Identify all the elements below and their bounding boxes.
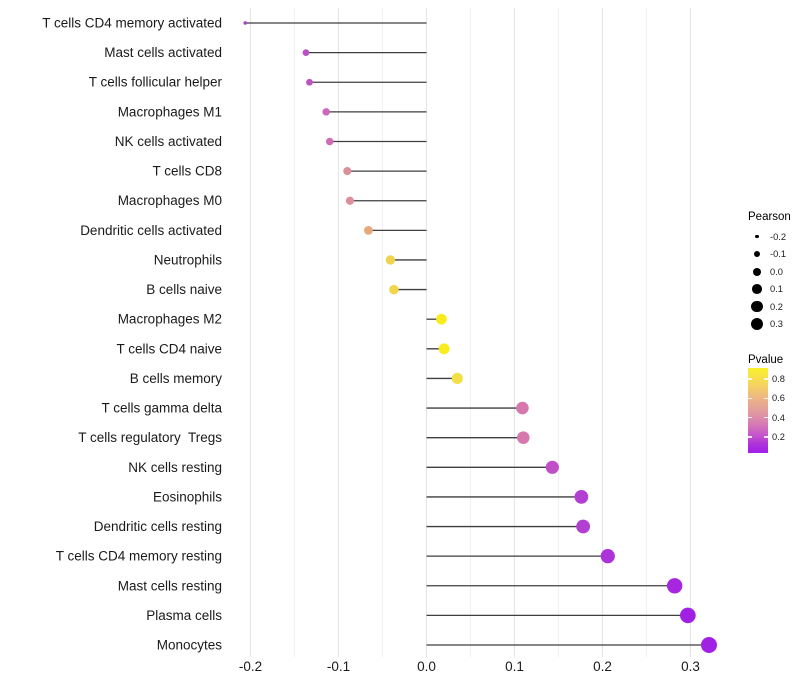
pearson-legend-entry: -0.2	[746, 228, 786, 246]
lollipop-dot	[574, 490, 589, 504]
lollipop-dot	[576, 519, 591, 534]
lollipop-dot	[306, 78, 313, 86]
pearson-legend-title: Pearson	[748, 211, 791, 223]
lollipop-dot	[700, 637, 717, 654]
lollipop-dot	[302, 49, 310, 56]
pvalue-gradient-tick	[748, 416, 752, 419]
y-axis-label: T cells CD4 naive	[116, 341, 222, 356]
lollipop-dot	[364, 225, 373, 235]
y-axis-label: Mast cells activated	[104, 45, 222, 60]
lollipop-dot	[666, 578, 683, 594]
lollipop-dot	[322, 108, 330, 116]
lollipop-dot	[600, 549, 615, 564]
y-axis-label: T cells follicular helper	[89, 75, 223, 90]
lollipop-dot	[516, 401, 529, 415]
x-axis-tick-label: 0.2	[593, 659, 612, 674]
pearson-legend-dot	[752, 284, 762, 294]
pearson-legend-label: 0.0	[770, 266, 783, 277]
pearson-legend-entry: -0.1	[746, 245, 786, 263]
pvalue-legend-title: Pvalue	[748, 354, 784, 366]
pearson-legend-label: 0.1	[770, 284, 783, 295]
pvalue-gradient-tick	[764, 416, 768, 419]
y-axis-label: Dendritic cells resting	[94, 519, 222, 534]
pvalue-gradient-tick	[764, 378, 768, 380]
y-axis-label: T cells gamma delta	[101, 401, 222, 416]
y-axis-label: Mast cells resting	[118, 578, 222, 593]
lollipop-dot	[517, 431, 530, 444]
pvalue-legend-label: 0.2	[772, 432, 785, 443]
pearson-legend-entry: 0.0	[746, 263, 783, 281]
y-axis-label: Eosinophils	[153, 489, 222, 504]
pearson-legend-dot	[752, 267, 762, 276]
lollipop-dot	[345, 196, 355, 205]
y-axis-label: T cells regulatory Tregs	[78, 430, 222, 445]
lollipop-dot	[438, 343, 450, 355]
y-axis-label: Dendritic cells activated	[80, 223, 222, 238]
y-axis-label: Monocytes	[157, 638, 223, 653]
lollipop-dot	[545, 460, 559, 474]
y-axis-label: NK cells resting	[128, 460, 222, 475]
lollipop-dot	[243, 21, 247, 25]
y-axis-label: Neutrophils	[154, 252, 223, 267]
y-axis-label: Macrophages M1	[118, 104, 222, 119]
pvalue-gradient-tick	[748, 397, 752, 400]
pearson-legend-entry: 0.1	[746, 280, 783, 298]
lollipop-dot	[343, 167, 352, 176]
x-axis-tick-label: 0.3	[681, 659, 700, 674]
pvalue-gradient-tick	[764, 436, 768, 438]
y-axis-label: Macrophages M0	[118, 193, 222, 208]
pvalue-legend-label: 0.4	[772, 412, 785, 423]
pearson-legend-label: 0.3	[770, 318, 783, 329]
pearson-legend-dot	[755, 235, 759, 239]
pearson-legend-label: 0.2	[770, 301, 783, 312]
y-axis-label: B cells naive	[146, 282, 222, 297]
pvalue-gradient-tick	[764, 397, 768, 400]
pearson-legend-entry: 0.3	[746, 315, 783, 333]
y-axis-label: Plasma cells	[146, 608, 222, 623]
pearson-legend-dot	[753, 251, 761, 258]
y-axis-label: T cells CD8	[152, 164, 222, 179]
pvalue-legend-label: 0.8	[772, 374, 785, 384]
lollipop-dot	[451, 372, 463, 384]
pvalue-gradient-bar	[748, 368, 768, 453]
y-axis-label: Macrophages M2	[118, 312, 222, 327]
x-axis-tick-label: -0.2	[239, 659, 262, 674]
pearson-legend-entry: 0.2	[746, 298, 783, 316]
lollipop-dot	[389, 284, 399, 295]
lollipop-dot	[325, 137, 334, 146]
pvalue-gradient-tick	[748, 378, 752, 380]
lollipop-dot	[680, 607, 696, 624]
pearson-legend-label: -0.1	[770, 249, 787, 260]
pearson-legend-label: -0.2	[770, 231, 787, 242]
pearson-legend-dot	[750, 317, 764, 331]
pvalue-legend-label: 0.6	[772, 393, 785, 404]
y-axis-label: B cells memory	[130, 371, 223, 386]
y-axis-label: T cells CD4 memory activated	[42, 16, 222, 31]
x-axis-tick-label: 0.0	[417, 659, 436, 674]
y-axis-label: T cells CD4 memory resting	[56, 549, 222, 564]
y-axis-label: NK cells activated	[115, 134, 222, 149]
lollipop-dot	[436, 313, 447, 325]
x-axis-tick-label: -0.1	[327, 659, 350, 674]
x-axis-tick-label: 0.1	[505, 659, 524, 674]
pearson-legend-dot	[751, 300, 763, 313]
lollipop-dot	[385, 255, 396, 265]
pvalue-gradient-tick	[748, 436, 752, 438]
